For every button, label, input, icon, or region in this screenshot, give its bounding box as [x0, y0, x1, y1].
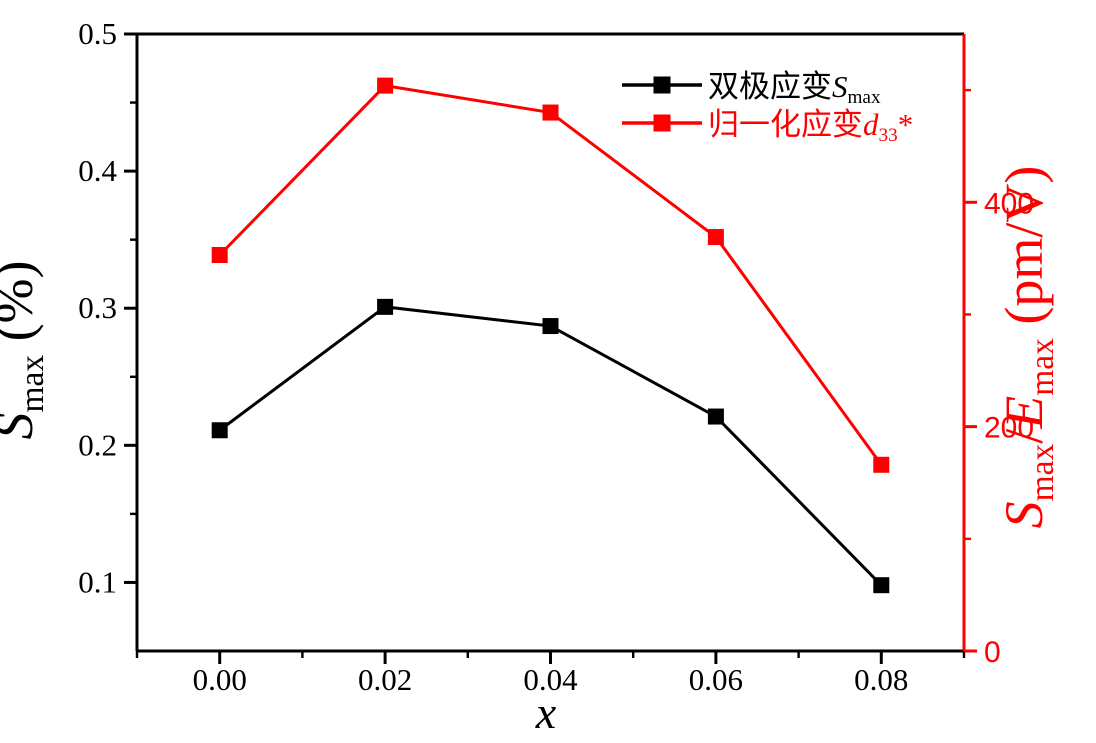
series-0-marker: [211, 422, 228, 439]
series-1-marker: [542, 104, 559, 121]
series-0-marker: [542, 318, 559, 335]
y-right-tick-label-200: 200: [984, 412, 1034, 445]
y-left-tick-label-0.3: 0.3: [78, 290, 117, 325]
y-axis-title-right: Smax/Emax (pm/V): [994, 166, 1061, 529]
legend-swatch-marker: [653, 76, 671, 94]
x-tick-label-0.04: 0.04: [523, 662, 578, 697]
series-1-marker: [377, 77, 394, 94]
y-left-tick-label-0.1: 0.1: [78, 564, 117, 599]
series-1-marker: [873, 456, 890, 473]
y-axis-title-left: Smax (%): [0, 260, 51, 439]
legend-label-1: 归一化应变d33*: [708, 107, 913, 146]
x-tick-label-0.06: 0.06: [689, 662, 743, 697]
legend-item-1: [622, 114, 702, 132]
series-1-marker: [211, 246, 228, 263]
legend-swatch-marker: [653, 114, 671, 132]
series-1-line: [218, 83, 883, 466]
legend-label-0: 双极应变Smax: [708, 69, 881, 108]
series-1-marker: [707, 229, 724, 246]
series-0-marker: [377, 298, 394, 315]
legend-item-0: [622, 76, 702, 94]
y-left-tick-label-0.4: 0.4: [78, 153, 117, 188]
x-axis-title: x: [535, 687, 557, 738]
x-tick-label-0.02: 0.02: [358, 662, 412, 697]
legend: [622, 76, 702, 132]
y-left-tick-label-0.5: 0.5: [78, 16, 117, 51]
x-tick-label-0.00: 0.00: [193, 662, 247, 697]
y-right-tick-label-0: 0: [984, 636, 1001, 669]
series-0-marker: [873, 577, 890, 594]
x-tick-label-0.08: 0.08: [854, 662, 908, 697]
series-0-line: [218, 305, 883, 587]
series-0-marker: [707, 408, 724, 425]
y-left-tick-label-0.2: 0.2: [78, 427, 117, 462]
y-right-tick-label-400: 400: [984, 187, 1034, 220]
